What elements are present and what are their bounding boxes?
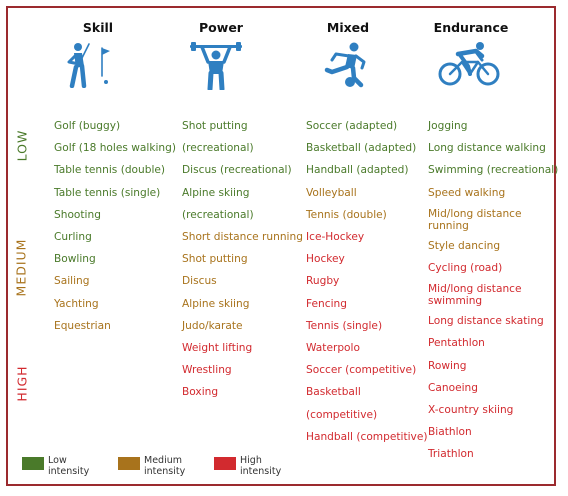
sport-item: Cycling (road) bbox=[428, 262, 503, 275]
sport-item: Boxing bbox=[182, 386, 219, 399]
legend-swatch-high bbox=[214, 457, 236, 470]
column-header-power: Power bbox=[199, 20, 243, 35]
sport-item: Shooting bbox=[54, 208, 101, 221]
sport-item: Triathlon bbox=[428, 448, 474, 461]
sport-item: Basketball (adapted) bbox=[306, 142, 417, 155]
sport-item: Speed walking bbox=[428, 186, 506, 199]
sport-item: Yachting bbox=[54, 297, 99, 310]
sport-item: Golf (18 holes walking) bbox=[54, 142, 177, 155]
column-endurance: Jogging Long distance walking Swimming (re… bbox=[428, 115, 559, 466]
cyclist-icon bbox=[438, 42, 500, 86]
sport-item: (recreational) bbox=[182, 142, 254, 155]
sport-item: X-country skiing bbox=[428, 404, 514, 417]
sport-item: Canoeing bbox=[428, 381, 478, 394]
sport-item: Biathlon bbox=[428, 426, 472, 439]
sport-item: Alpine skiing bbox=[182, 297, 250, 310]
sport-item: Fencing bbox=[306, 297, 347, 310]
sport-item: Tennis (double) bbox=[306, 208, 387, 221]
sport-item: Handball (competitive) bbox=[306, 430, 428, 443]
sport-item: Shot putting bbox=[182, 120, 248, 132]
legend-swatch-medium bbox=[118, 457, 140, 470]
intensity-chart-frame: Skill Power Mixed Endurance bbox=[6, 6, 559, 486]
sport-item: Swimming (recreational) bbox=[428, 164, 559, 177]
sport-item: Discus bbox=[182, 275, 217, 288]
level-label-high: HIGH bbox=[14, 365, 30, 402]
sport-item: Waterpolo bbox=[306, 342, 360, 355]
sport-item: Golf (buggy) bbox=[54, 120, 121, 132]
weightlifter-icon bbox=[190, 42, 242, 90]
sport-item: Mid/long distance swimming bbox=[428, 283, 522, 308]
sport-item: Long distance walking bbox=[428, 142, 546, 155]
sport-item: Judo/karate bbox=[182, 319, 243, 332]
sport-item: Tennis (single) bbox=[306, 319, 383, 332]
level-label-medium: MEDIUM bbox=[13, 238, 29, 297]
column-header-endurance: Endurance bbox=[433, 20, 509, 35]
sport-item: Alpine skiing bbox=[182, 186, 250, 199]
column-power: Shot putting (recreational) Discus (recrea… bbox=[182, 115, 303, 404]
soccer-player-icon bbox=[324, 42, 366, 88]
sport-item: Soccer (competitive) bbox=[306, 364, 417, 377]
sport-item: (recreational) bbox=[182, 208, 254, 221]
column-header-skill: Skill bbox=[82, 20, 114, 35]
sport-item: Jogging bbox=[428, 120, 468, 132]
sport-item: Volleyball bbox=[306, 186, 357, 199]
sport-item: Long distance skating bbox=[428, 315, 544, 328]
legend-swatch-low bbox=[22, 457, 44, 470]
sport-item: Ice-Hockey bbox=[306, 231, 365, 244]
legend-label-medium: Medium intensity bbox=[144, 455, 186, 477]
sport-item: Basketball bbox=[306, 386, 361, 399]
golfer-icon bbox=[67, 43, 110, 88]
sport-item: Weight lifting bbox=[182, 342, 253, 355]
sport-item: Soccer (adapted) bbox=[306, 120, 398, 132]
sport-item: Rowing bbox=[428, 359, 467, 372]
sport-item: Table tennis (single) bbox=[54, 186, 161, 199]
legend-label-high: High intensity bbox=[240, 455, 282, 477]
sport-item: Rugby bbox=[306, 275, 340, 288]
column-mixed: Soccer (adapted) Basketball (adapted) Hand… bbox=[306, 115, 428, 448]
sport-item: Bowling bbox=[54, 253, 96, 266]
sport-item: Sailing bbox=[54, 275, 90, 288]
sport-item: Discus (recreational) bbox=[182, 164, 292, 177]
sport-item: Mid/long distance running bbox=[428, 207, 522, 232]
column-header-mixed: Mixed bbox=[326, 20, 370, 35]
column-skill: Golf (buggy) Golf (18 holes walking) Table… bbox=[54, 115, 178, 337]
sport-item: Style dancing bbox=[428, 239, 501, 252]
sport-item: Wrestling bbox=[182, 364, 232, 377]
level-label-low: LOW bbox=[14, 129, 30, 162]
sport-item: Curling bbox=[54, 231, 92, 244]
sport-item: Short distance running bbox=[182, 231, 303, 244]
sport-item: Shot putting bbox=[182, 253, 248, 266]
sport-item: Pentathlon bbox=[428, 337, 485, 350]
sport-item: Handball (adapted) bbox=[306, 164, 409, 177]
sport-item: Hockey bbox=[306, 253, 345, 266]
sport-item: Table tennis (double) bbox=[54, 164, 166, 177]
legend-label-low: Low intensity bbox=[48, 455, 90, 477]
sport-item: Equestrian bbox=[54, 319, 111, 332]
sport-item: (competitive) bbox=[306, 408, 378, 421]
